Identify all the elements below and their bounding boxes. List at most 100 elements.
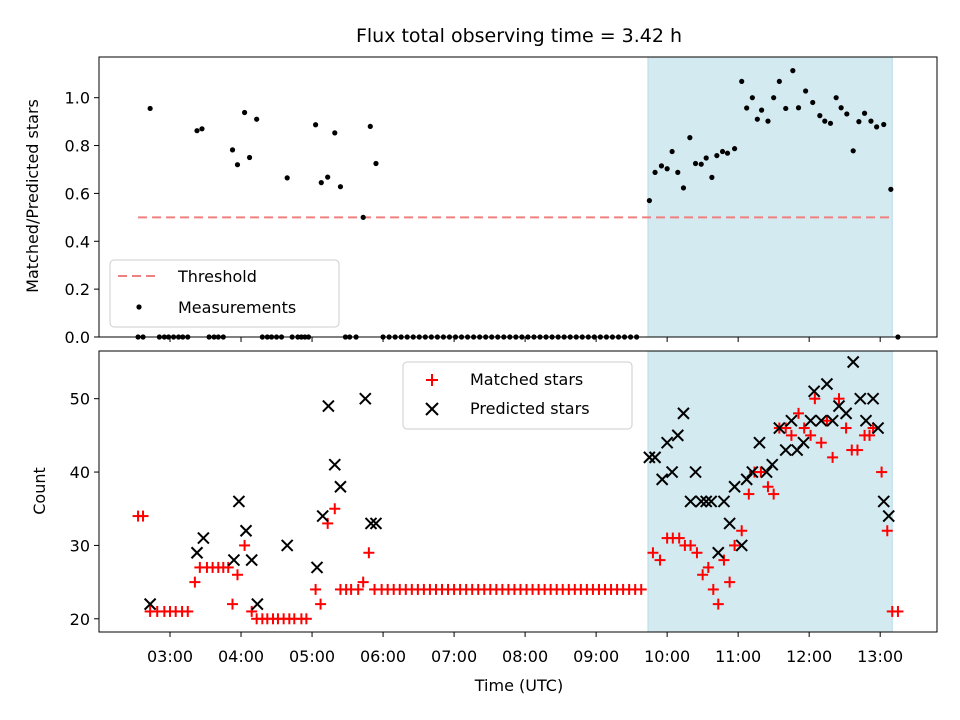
matched-star-point	[743, 488, 755, 500]
measurement-point	[765, 118, 771, 124]
observing-window-shade	[647, 350, 893, 633]
matched-star-point	[189, 576, 201, 588]
ratio-y-axis-label: Matched/Predicted stars	[23, 99, 42, 293]
measurement-point	[771, 95, 777, 101]
measurement-point	[687, 135, 693, 141]
x-tick-label: 12:00	[786, 647, 832, 666]
matched-star-point	[785, 429, 797, 441]
predicted-stars-points	[143, 355, 895, 611]
predicted-legend-label: Predicted stars	[470, 399, 590, 418]
measurement-point	[856, 119, 862, 125]
predicted-star-point	[369, 517, 383, 530]
matched-star-point	[793, 407, 805, 419]
measurement-point	[147, 105, 153, 112]
measurement-point	[658, 163, 665, 169]
measurement-point	[874, 124, 880, 130]
time-x-ticks: 03:00 04:00 05:00 06:00 07:00 08:00 09:00 10:00…	[147, 632, 903, 666]
y-tick-label: 0.0	[65, 328, 90, 347]
measurement-point	[284, 175, 290, 181]
matched-star-point	[310, 583, 322, 595]
predicted-star-point	[877, 495, 890, 508]
matched-star-point	[702, 561, 714, 573]
measurement-point	[246, 154, 253, 161]
observing-window-shade	[647, 56, 893, 338]
matched-star-point	[227, 598, 239, 610]
matched-star-point	[809, 393, 821, 405]
measurement-point	[810, 99, 816, 106]
y-tick-label: 30	[70, 536, 90, 555]
count-y-axis-label: Count	[30, 467, 49, 515]
matched-star-point	[685, 539, 697, 551]
matched-star-point	[827, 451, 839, 463]
predicted-star-point	[665, 465, 679, 479]
matched-legend-swatch	[426, 374, 438, 386]
measurement-point	[838, 105, 844, 111]
y-tick-label: 0.6	[65, 184, 90, 203]
predicted-star-point	[660, 436, 674, 449]
matched-star-point	[654, 554, 666, 566]
measurement-point	[254, 116, 260, 122]
measurements-legend-label: Measurements	[178, 298, 296, 317]
ratio-x-ticks	[169, 337, 881, 342]
matched-star-point	[231, 569, 243, 581]
matched-star-point	[780, 422, 792, 434]
measurement-point	[199, 126, 205, 132]
predicted-star-point	[746, 465, 759, 479]
measurement-point	[313, 122, 319, 128]
matched-star-point	[833, 393, 845, 405]
measurement-point	[817, 113, 823, 119]
predicted-star-point	[815, 414, 828, 427]
predicted-star-point	[779, 443, 792, 457]
predicted-star-point	[773, 421, 786, 435]
predicted-star-point	[859, 414, 873, 427]
measurement-point	[367, 123, 373, 130]
count-y-ticks: 20 30 40 50	[70, 390, 99, 629]
predicted-star-point	[251, 597, 264, 611]
matched-star-point	[707, 583, 719, 595]
y-tick-label: 40	[70, 463, 90, 482]
measurement-point	[827, 120, 834, 126]
measurement-point	[325, 174, 331, 180]
measurement-point	[669, 148, 675, 155]
predicted-star-point	[316, 509, 329, 523]
predicted-star-point	[699, 495, 713, 508]
measurement-point	[783, 105, 789, 112]
predicted-star-point	[826, 414, 839, 427]
measurement-point	[318, 180, 324, 186]
predicted-star-point	[197, 531, 210, 545]
x-tick-label: 04:00	[218, 647, 264, 666]
x-tick-label: 08:00	[502, 647, 548, 666]
predicted-star-point	[882, 509, 895, 523]
x-tick-label: 05:00	[289, 647, 335, 666]
predicted-star-point	[695, 495, 708, 508]
measurement-point	[803, 88, 809, 94]
measurement-point	[680, 185, 687, 191]
matched-star-point	[182, 605, 194, 617]
predicted-star-point	[190, 546, 204, 559]
measurement-point	[373, 160, 379, 167]
x-tick-label: 11:00	[715, 647, 761, 666]
x-tick-label: 06:00	[360, 647, 406, 666]
matched-star-point	[712, 598, 724, 610]
matched-star-point	[768, 488, 780, 500]
predicted-star-point	[871, 421, 885, 435]
y-tick-label: 0.4	[65, 232, 90, 251]
measurement-point	[754, 116, 760, 122]
predicted-star-point	[804, 414, 817, 427]
matched-star-point	[222, 561, 234, 573]
measurement-point	[776, 78, 782, 85]
matched-star-point	[329, 503, 341, 515]
measurement-point	[749, 95, 755, 101]
predicted-star-point	[760, 465, 773, 479]
predicted-star-point	[684, 495, 697, 508]
matched-star-point	[635, 583, 647, 595]
predicted-star-point	[334, 480, 347, 493]
matched-star-point	[736, 525, 748, 537]
y-tick-label: 0.2	[65, 280, 90, 299]
measurement-point	[833, 95, 839, 101]
matched-star-point	[729, 539, 741, 551]
predicted-star-point	[143, 597, 157, 611]
matched-star-point	[239, 539, 251, 551]
predicted-star-point	[310, 561, 324, 574]
